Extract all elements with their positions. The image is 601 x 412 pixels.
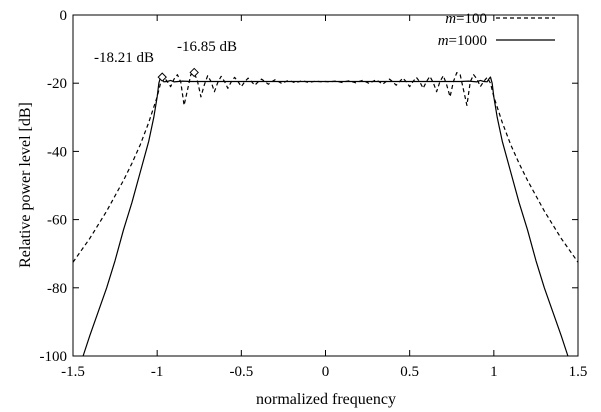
x-tick-label: -1	[151, 364, 164, 380]
legend-m100-var: m	[445, 11, 456, 27]
y-tick-label: -100	[40, 349, 68, 365]
annotation-left-peak: -18.21 dB	[94, 50, 154, 66]
y-tick-label: -20	[47, 76, 67, 92]
legend-m1000-var: m	[438, 33, 449, 49]
legend-m100-value: =100	[456, 11, 487, 27]
x-axis-ticks: -1.5 -1 -0.5 0 0.5 1 1.5	[61, 15, 587, 380]
x-tick-label: 0	[322, 364, 330, 380]
legend-label-m100: m=100	[445, 11, 487, 27]
x-axis-label: normalized frequency	[256, 391, 396, 408]
legend-m1000-value: =1000	[449, 33, 487, 49]
x-tick-label: -0.5	[229, 364, 253, 380]
y-tick-label: -40	[47, 144, 67, 160]
y-tick-label: -60	[47, 213, 67, 229]
y-axis-label: Relative power level [dB]	[17, 102, 34, 268]
legend: m=100 m=1000	[438, 11, 555, 49]
series-line-m-100	[72, 72, 579, 263]
legend-label-m1000: m=1000	[438, 33, 487, 49]
x-tick-label: 0.5	[400, 364, 419, 380]
y-tick-label: 0	[60, 8, 68, 24]
plot-frame	[72, 14, 579, 357]
series-line-m-1000	[82, 76, 569, 357]
y-tick-label: -80	[47, 281, 67, 297]
annotation-right-peak: -16.85 dB	[177, 39, 237, 55]
x-tick-label: -1.5	[61, 364, 85, 380]
peak-diamond-marker	[157, 72, 167, 82]
plot-area-border	[72, 14, 579, 357]
peak-diamond-marker	[189, 67, 199, 78]
series-lines	[72, 72, 579, 357]
y-axis-ticks: 0 -20 -40 -60 -80 -100	[40, 8, 578, 365]
annotation-markers	[157, 67, 199, 82]
x-tick-label: 1	[490, 364, 498, 380]
x-tick-label: 1.5	[569, 364, 588, 380]
